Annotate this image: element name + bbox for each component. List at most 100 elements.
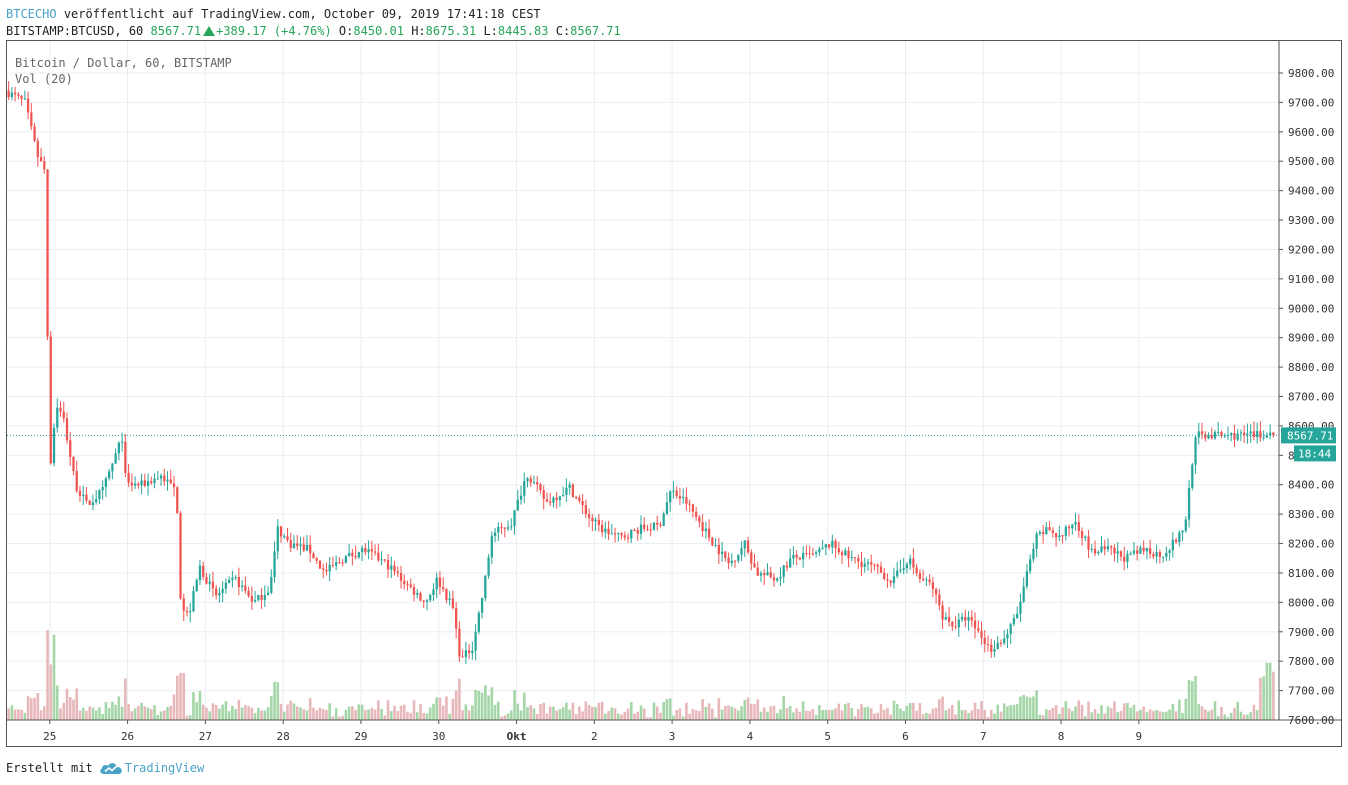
volume-bar xyxy=(33,697,36,720)
candle-body xyxy=(1093,548,1097,554)
volume-bar xyxy=(1139,709,1142,720)
author-name[interactable]: BTCECHO xyxy=(6,7,57,21)
candle-body xyxy=(393,565,396,572)
low-value: 8445.83 xyxy=(497,24,549,38)
candle-body xyxy=(808,553,811,555)
volume-bar xyxy=(522,692,526,720)
y-tick-label: 9800.00 xyxy=(1288,67,1334,80)
volume-bar xyxy=(850,708,854,720)
volume-bar xyxy=(545,713,549,720)
candle-body xyxy=(785,565,789,568)
candle-body xyxy=(519,495,523,500)
volume-bar xyxy=(866,706,870,720)
volume-bar xyxy=(188,715,192,720)
candle-body xyxy=(1207,435,1210,439)
volume-bar xyxy=(500,716,503,720)
candle-body xyxy=(850,557,853,559)
volume-bar xyxy=(454,690,458,720)
volume-bar xyxy=(20,709,23,720)
candle-body xyxy=(717,544,720,555)
volume-bar xyxy=(555,710,558,720)
candle-body xyxy=(675,490,678,497)
volume-bar xyxy=(561,707,565,720)
last-price-label: 8567.71 xyxy=(1287,429,1333,442)
candle-body xyxy=(1103,546,1106,550)
candle-body xyxy=(169,479,172,484)
series-title: Bitcoin / Dollar, 60, BITSTAMP xyxy=(15,56,232,70)
candle-body xyxy=(915,567,918,574)
candle-body xyxy=(584,505,588,515)
volume-bar xyxy=(941,696,944,720)
candle-body xyxy=(412,587,416,595)
candle-body xyxy=(1132,550,1136,554)
candle-body xyxy=(1077,522,1080,531)
candle-body xyxy=(672,490,675,492)
candle-body xyxy=(130,482,133,486)
volume-bar xyxy=(766,711,769,720)
candle-body xyxy=(192,591,195,612)
candle-body xyxy=(1012,618,1016,625)
candle-body xyxy=(166,479,169,482)
candle-body xyxy=(532,482,536,484)
volume-bar xyxy=(840,710,844,720)
candle-body xyxy=(873,564,876,566)
candle-body xyxy=(1126,553,1129,562)
high-label: H: xyxy=(411,24,426,38)
volume-bar xyxy=(166,706,169,720)
volume-bar xyxy=(688,713,691,720)
volume-bar xyxy=(490,687,494,720)
candle-body xyxy=(876,564,879,567)
candle-body xyxy=(691,504,695,512)
volume-bar xyxy=(49,664,53,720)
x-tick-label: 6 xyxy=(902,730,909,743)
volume-bar xyxy=(279,703,283,720)
volume-bar xyxy=(347,706,351,720)
candle-body xyxy=(1252,431,1256,438)
volume-bar xyxy=(389,711,393,720)
volume-bar xyxy=(1191,681,1194,720)
candle-body xyxy=(318,560,322,569)
candle-body xyxy=(1165,552,1168,557)
candle-body xyxy=(1041,531,1045,535)
tradingview-logo-text[interactable]: TradingView xyxy=(124,761,205,775)
candle-body xyxy=(85,494,88,501)
candle-body xyxy=(325,569,328,572)
volume-bar xyxy=(23,712,27,720)
candle-body xyxy=(883,572,886,580)
candle-body xyxy=(779,576,782,579)
candle-body xyxy=(756,567,759,576)
candle-body xyxy=(484,575,487,599)
candle-body xyxy=(1230,433,1233,435)
volume-title: Vol (20) xyxy=(15,72,73,86)
volume-bar xyxy=(1025,696,1029,720)
volume-bar xyxy=(315,710,319,720)
volume-bar xyxy=(921,714,925,720)
candle-body xyxy=(1048,527,1051,531)
candle-body xyxy=(419,593,422,601)
last-price-badge xyxy=(1281,427,1336,444)
volume-bar xyxy=(980,700,983,720)
candle-body xyxy=(604,528,607,533)
volume-bar xyxy=(253,713,257,720)
candle-body xyxy=(13,92,17,95)
candle-body xyxy=(1009,624,1012,635)
volume-bar xyxy=(532,708,536,720)
volume-bar xyxy=(960,710,964,720)
candle-body xyxy=(1090,548,1093,550)
volume-bar xyxy=(727,705,730,720)
tradingview-cloud-icon[interactable] xyxy=(99,761,123,775)
volume-bar xyxy=(263,710,267,720)
candle-body xyxy=(497,526,500,533)
candle-body xyxy=(526,478,529,482)
volume-bar xyxy=(198,691,202,720)
y-tick-label: 8400.00 xyxy=(1288,479,1334,492)
candle-body xyxy=(435,577,438,590)
volume-bar xyxy=(659,712,662,720)
candle-body xyxy=(523,481,526,496)
candle-body xyxy=(240,585,244,588)
volume-bar xyxy=(36,693,40,720)
volume-bar xyxy=(101,713,104,720)
volume-bar xyxy=(487,695,490,720)
candle-body xyxy=(455,607,458,629)
